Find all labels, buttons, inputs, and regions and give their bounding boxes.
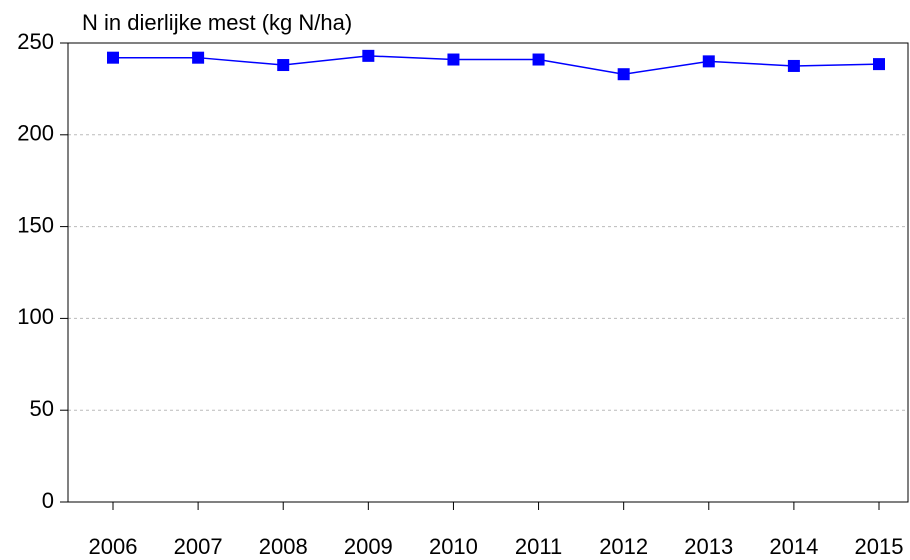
x-tick-label: 2014 — [769, 534, 818, 559]
y-tick-label: 200 — [17, 121, 54, 146]
marker — [277, 59, 290, 72]
y-tick-label: 50 — [30, 396, 54, 421]
y-tick-label: 150 — [17, 212, 54, 237]
x-tick-label: 2011 — [515, 534, 562, 559]
plot-frame — [67, 42, 909, 503]
marker — [873, 58, 885, 71]
x-tick-label: 2013 — [684, 534, 733, 559]
marker — [787, 59, 800, 72]
marker — [702, 55, 715, 68]
chart-title: N in dierlijke mest (kg N/ha) — [82, 10, 352, 35]
line — [113, 55, 880, 75]
marker — [447, 53, 460, 66]
marker — [362, 49, 375, 62]
marker — [532, 53, 545, 66]
x-tick-label: 2008 — [259, 534, 308, 559]
marker — [617, 68, 630, 81]
x-tick-label: 2015 — [855, 534, 904, 559]
x-tick-label: 2010 — [429, 534, 478, 559]
y-tick-label: 100 — [17, 304, 54, 329]
x-tick-label: 2006 — [89, 534, 138, 559]
y-tick-label: 250 — [17, 29, 54, 54]
x-tick-label: 2012 — [599, 534, 648, 559]
x-tick-label: 2009 — [344, 534, 393, 559]
marker — [192, 51, 205, 64]
marker — [107, 51, 119, 64]
x-tick-label: 2007 — [174, 534, 223, 559]
y-tick-label: 0 — [42, 488, 54, 513]
